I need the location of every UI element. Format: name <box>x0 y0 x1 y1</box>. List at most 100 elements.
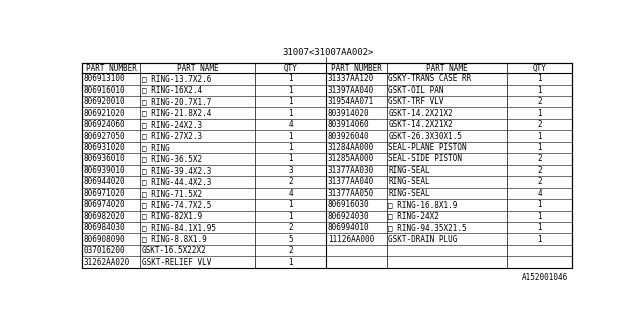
Text: 1: 1 <box>537 109 542 118</box>
Text: 1: 1 <box>537 143 542 152</box>
Text: 1: 1 <box>289 74 293 83</box>
Text: PART NUMBER: PART NUMBER <box>86 64 137 73</box>
Text: QTY: QTY <box>532 64 547 73</box>
Text: 1: 1 <box>289 155 293 164</box>
Text: 31377AA050: 31377AA050 <box>328 189 374 198</box>
Text: 1: 1 <box>289 86 293 95</box>
Text: 1: 1 <box>289 200 293 209</box>
Text: RING-SEAL: RING-SEAL <box>388 166 430 175</box>
Text: 31262AA020: 31262AA020 <box>84 258 130 267</box>
Text: GSKT-14.2X21X2: GSKT-14.2X21X2 <box>388 109 453 118</box>
Text: □ RING-84.1X1.95: □ RING-84.1X1.95 <box>142 223 216 232</box>
Text: 1: 1 <box>289 212 293 221</box>
Text: 806974020: 806974020 <box>84 200 125 209</box>
Text: 806916010: 806916010 <box>84 86 125 95</box>
Text: 31397AA040: 31397AA040 <box>328 86 374 95</box>
Text: PART NAME: PART NAME <box>426 64 468 73</box>
Text: 11126AA000: 11126AA000 <box>328 235 374 244</box>
Text: 806984030: 806984030 <box>84 223 125 232</box>
Text: GSKY-TRANS CASE RR: GSKY-TRANS CASE RR <box>388 74 472 83</box>
Text: 1: 1 <box>289 132 293 140</box>
Text: GSKT-OIL PAN: GSKT-OIL PAN <box>388 86 444 95</box>
Text: 806913100: 806913100 <box>84 74 125 83</box>
Text: 31285AA000: 31285AA000 <box>328 155 374 164</box>
Text: □ RING-39.4X2.3: □ RING-39.4X2.3 <box>142 166 211 175</box>
Text: 037016200: 037016200 <box>84 246 125 255</box>
Text: 1: 1 <box>289 143 293 152</box>
Text: 1: 1 <box>537 200 542 209</box>
Text: 2: 2 <box>289 223 293 232</box>
Text: PART NUMBER: PART NUMBER <box>332 64 382 73</box>
Text: PART NAME: PART NAME <box>177 64 219 73</box>
Text: 2: 2 <box>537 177 542 187</box>
Text: □ RING-24X2.3: □ RING-24X2.3 <box>142 120 202 129</box>
Text: GSKT-16.5X22X2: GSKT-16.5X22X2 <box>142 246 207 255</box>
Text: GSKT-TRF VLV: GSKT-TRF VLV <box>388 97 444 106</box>
Text: 1: 1 <box>289 97 293 106</box>
Text: 2: 2 <box>537 97 542 106</box>
Text: 806921020: 806921020 <box>84 109 125 118</box>
Text: 1: 1 <box>537 235 542 244</box>
Text: 806994010: 806994010 <box>328 223 370 232</box>
Text: 2: 2 <box>289 177 293 187</box>
Text: 803926040: 803926040 <box>328 132 370 140</box>
Text: 806927050: 806927050 <box>84 132 125 140</box>
Text: □ RING-24X2: □ RING-24X2 <box>388 212 439 221</box>
Text: 806924060: 806924060 <box>84 120 125 129</box>
Text: □ RING-74.7X2.5: □ RING-74.7X2.5 <box>142 200 211 209</box>
Text: □ RING-94.35X21.5: □ RING-94.35X21.5 <box>388 223 467 232</box>
Text: □ RING-21.8X2.4: □ RING-21.8X2.4 <box>142 109 211 118</box>
Text: 31377AA030: 31377AA030 <box>328 166 374 175</box>
Text: 31007<31007AA002>: 31007<31007AA002> <box>282 48 374 57</box>
Text: 4: 4 <box>289 120 293 129</box>
Text: 2: 2 <box>537 120 542 129</box>
Text: SEAL-PLANE PISTON: SEAL-PLANE PISTON <box>388 143 467 152</box>
Text: RING-SEAL: RING-SEAL <box>388 177 430 187</box>
Text: □ RING-27X2.3: □ RING-27X2.3 <box>142 132 202 140</box>
Text: 806982020: 806982020 <box>84 212 125 221</box>
Text: □ RING-82X1.9: □ RING-82X1.9 <box>142 212 202 221</box>
Text: 806936010: 806936010 <box>84 155 125 164</box>
Bar <box>83 63 572 268</box>
Text: 4: 4 <box>289 189 293 198</box>
Text: 806920010: 806920010 <box>84 97 125 106</box>
Text: 803914020: 803914020 <box>328 109 370 118</box>
Text: 1: 1 <box>537 223 542 232</box>
Text: QTY: QTY <box>284 64 298 73</box>
Text: □ RING-20.7X1.7: □ RING-20.7X1.7 <box>142 97 211 106</box>
Text: 806916030: 806916030 <box>328 200 370 209</box>
Text: 5: 5 <box>289 235 293 244</box>
Text: □ RING-13.7X2.6: □ RING-13.7X2.6 <box>142 74 211 83</box>
Text: □ RING-8.8X1.9: □ RING-8.8X1.9 <box>142 235 207 244</box>
Text: 4: 4 <box>537 189 542 198</box>
Text: A152001046: A152001046 <box>522 274 568 283</box>
Text: 806971020: 806971020 <box>84 189 125 198</box>
Text: 1: 1 <box>537 132 542 140</box>
Text: 2: 2 <box>537 155 542 164</box>
Text: □ RING-36.5X2: □ RING-36.5X2 <box>142 155 202 164</box>
Text: 31377AA040: 31377AA040 <box>328 177 374 187</box>
Text: 31954AA071: 31954AA071 <box>328 97 374 106</box>
Text: □ RING-44.4X2.3: □ RING-44.4X2.3 <box>142 177 211 187</box>
Text: 806908090: 806908090 <box>84 235 125 244</box>
Text: SEAL-SIDE PISTON: SEAL-SIDE PISTON <box>388 155 463 164</box>
Text: 1: 1 <box>537 74 542 83</box>
Text: GSKT-RELIEF VLV: GSKT-RELIEF VLV <box>142 258 211 267</box>
Text: 806944020: 806944020 <box>84 177 125 187</box>
Text: GSKT-DRAIN PLUG: GSKT-DRAIN PLUG <box>388 235 458 244</box>
Text: 2: 2 <box>289 246 293 255</box>
Text: RING-SEAL: RING-SEAL <box>388 189 430 198</box>
Text: □ RING-16X2.4: □ RING-16X2.4 <box>142 86 202 95</box>
Text: 803914060: 803914060 <box>328 120 370 129</box>
Text: 31284AA000: 31284AA000 <box>328 143 374 152</box>
Text: 1: 1 <box>289 258 293 267</box>
Text: □ RING-16.8X1.9: □ RING-16.8X1.9 <box>388 200 458 209</box>
Text: 1: 1 <box>289 109 293 118</box>
Text: GSKT-26.3X30X1.5: GSKT-26.3X30X1.5 <box>388 132 463 140</box>
Text: 806939010: 806939010 <box>84 166 125 175</box>
Text: 806924030: 806924030 <box>328 212 370 221</box>
Text: 1: 1 <box>537 212 542 221</box>
Text: 31337AA120: 31337AA120 <box>328 74 374 83</box>
Text: 806931020: 806931020 <box>84 143 125 152</box>
Text: □ RING-71.5X2: □ RING-71.5X2 <box>142 189 202 198</box>
